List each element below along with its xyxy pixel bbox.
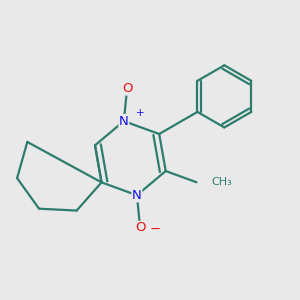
Text: N: N [119, 115, 129, 128]
Text: −: − [149, 223, 161, 236]
Text: O: O [122, 82, 132, 95]
Text: O: O [135, 221, 146, 234]
Text: CH₃: CH₃ [211, 177, 232, 187]
Text: +: + [136, 108, 145, 118]
Text: N: N [132, 189, 142, 202]
